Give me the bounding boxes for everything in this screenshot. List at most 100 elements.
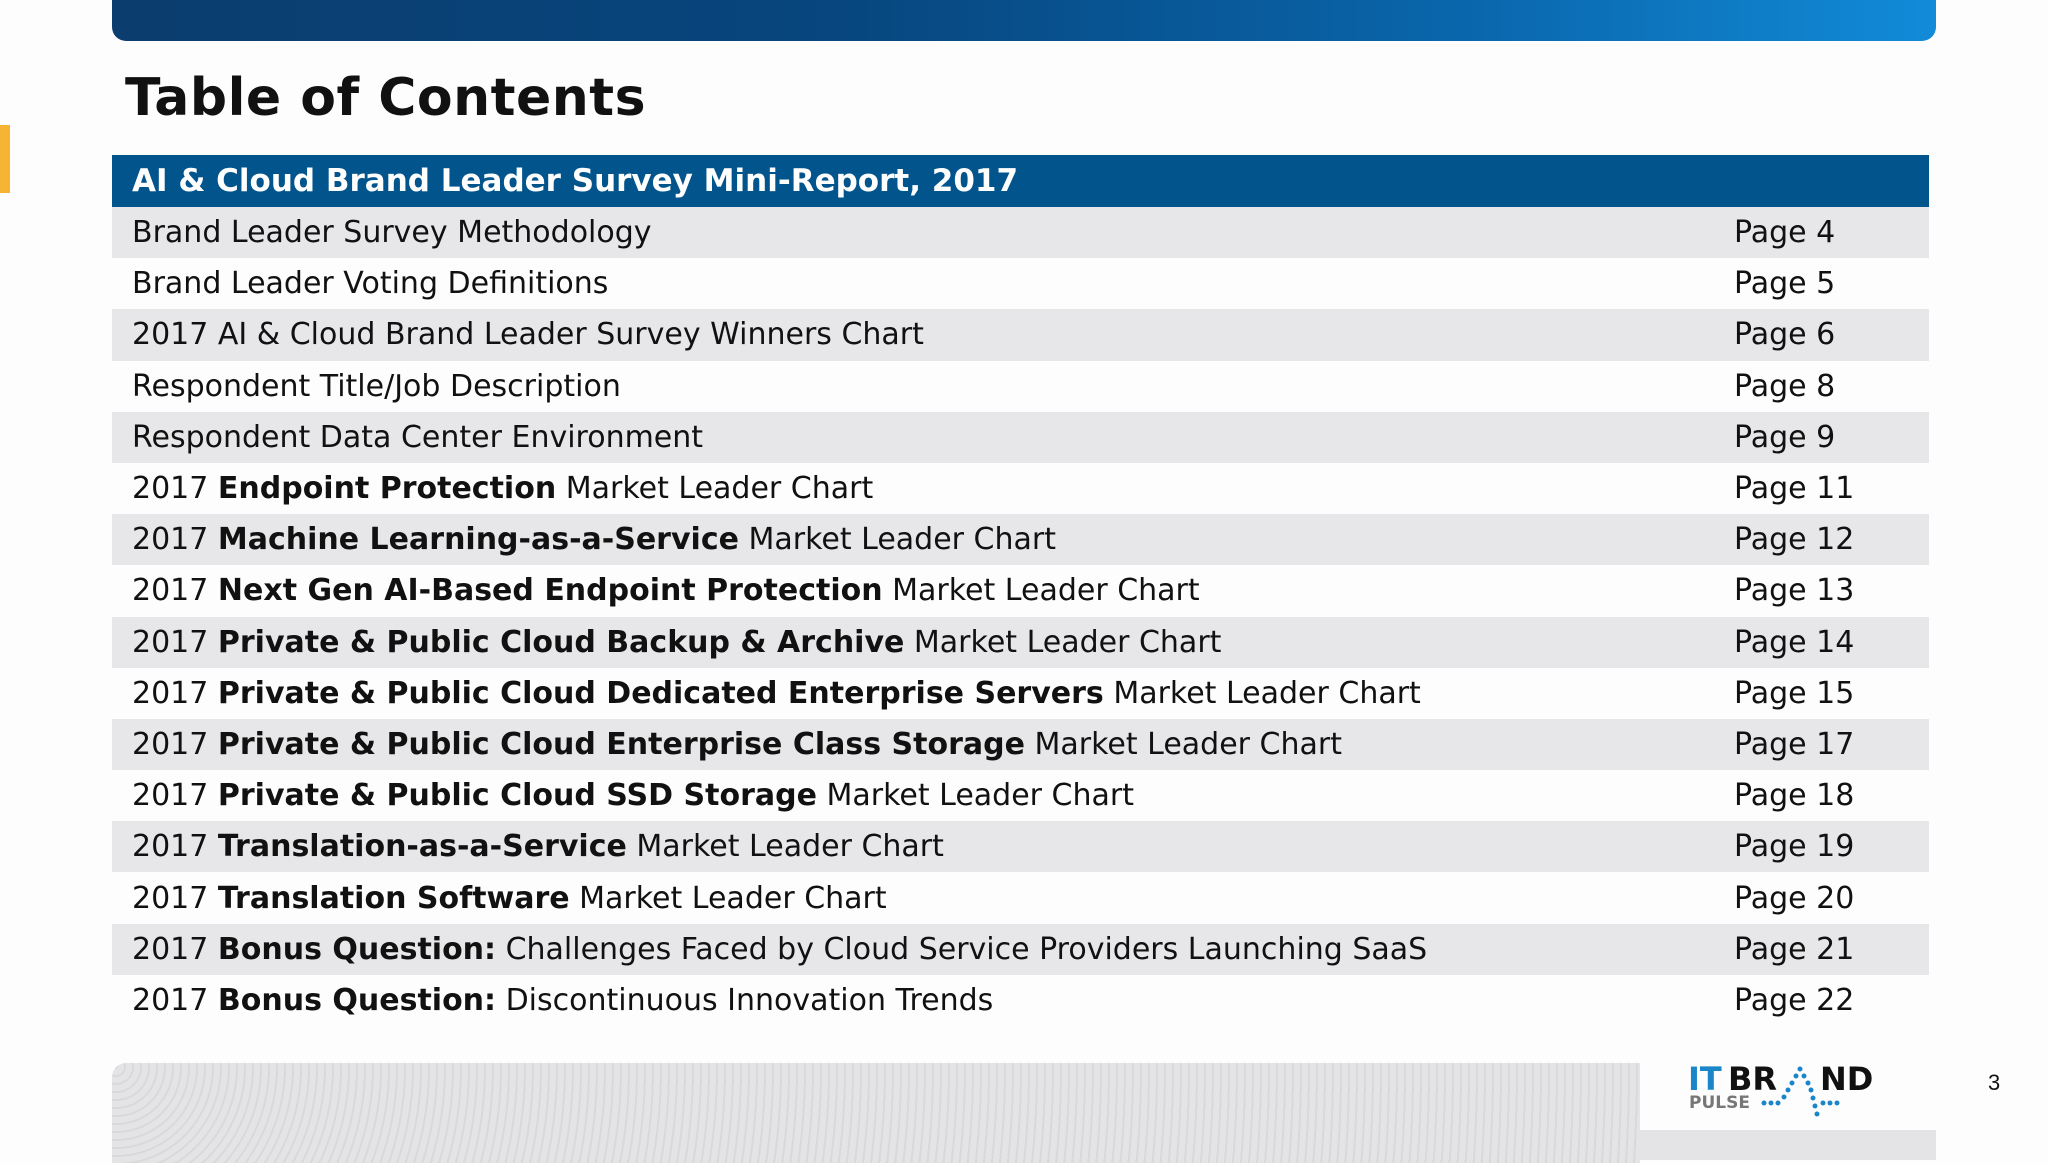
toc-page-ref: Page 21 (1734, 931, 1855, 967)
toc-entry-bold: Private & Public Cloud SSD Storage (217, 778, 817, 814)
toc-page-ref: Page 19 (1734, 829, 1855, 865)
toc-entry-suffix: Market Leader Chart (904, 624, 1222, 660)
toc-entry-title: 2017 Private & Public Cloud Enterprise C… (132, 727, 1342, 762)
toc-entry-title: 2017 AI & Cloud Brand Leader Survey Winn… (132, 317, 924, 352)
toc-row[interactable]: 2017 Private & Public Cloud Enterprise C… (112, 718, 1929, 771)
toc-entry-prefix: 2017 (132, 624, 218, 660)
toc-page-ref: Page 11 (1734, 471, 1855, 507)
page-title: Table of Contents (125, 68, 647, 128)
toc-entry-prefix: Brand Leader Voting Definitions (132, 266, 609, 302)
toc-entry-bold: Machine Learning-as-a-Service (217, 522, 739, 558)
toc-entry-prefix: 2017 (132, 778, 218, 814)
accent-tab (0, 125, 10, 193)
toc-row[interactable]: 2017 Translation-as-a-Service Market Lea… (112, 821, 1929, 873)
toc-entry-title: Respondent Title/Job Description (132, 369, 621, 404)
toc-row[interactable]: 2017 Next Gen AI-Based Endpoint Protecti… (112, 565, 1929, 617)
toc-row[interactable]: 2017 Private & Public Cloud SSD Storage … (112, 770, 1929, 822)
svg-text:PULSE: PULSE (1689, 1093, 1750, 1113)
toc-page-ref: Page 18 (1734, 778, 1855, 814)
toc-entry-prefix: 2017 (132, 726, 218, 762)
toc-entry-prefix: 2017 (132, 829, 218, 865)
toc-entry-suffix: Discontinuous Innovation Trends (496, 982, 994, 1018)
toc-entry-prefix: 2017 (132, 982, 218, 1018)
toc-entry-suffix: Market Leader Chart (569, 880, 887, 916)
toc-page-ref: Page 13 (1734, 573, 1855, 609)
toc-entry-title: 2017 Next Gen AI-Based Endpoint Protecti… (132, 573, 1200, 608)
toc-entry-suffix: Market Leader Chart (1103, 675, 1421, 711)
toc-row[interactable]: Brand Leader Voting Definitions Page 5 (112, 258, 1929, 310)
toc-page-ref: Page 5 (1734, 266, 1836, 302)
toc-page-ref: Page 20 (1734, 880, 1855, 916)
toc-row[interactable]: 2017 Bonus Question: Challenges Faced by… (112, 923, 1929, 975)
toc-page-ref: Page 6 (1734, 317, 1836, 353)
toc-entry-title: 2017 Private & Public Cloud SSD Storage … (132, 778, 1134, 813)
toc-entry-title: 2017 Translation-as-a-Service Market Lea… (132, 829, 944, 864)
itbrandpulse-logo: IT BR ND PULSE (1688, 1060, 1873, 1117)
svg-text:IT: IT (1688, 1060, 1722, 1098)
toc-entry-suffix: Market Leader Chart (1024, 726, 1342, 762)
toc-page-ref: Page 17 (1734, 726, 1855, 762)
toc-entry-suffix: Market Leader Chart (626, 829, 944, 865)
toc-entry-prefix: 2017 (132, 880, 218, 916)
toc-row[interactable]: 2017 AI & Cloud Brand Leader Survey Winn… (112, 309, 1929, 361)
toc-page-ref: Page 9 (1734, 419, 1836, 455)
toc-entry-bold: Bonus Question: (217, 931, 497, 967)
toc-entry-title: 2017 Machine Learning-as-a-Service Marke… (132, 522, 1056, 557)
toc-entry-bold: Translation Software (217, 880, 570, 916)
table-of-contents: AI & Cloud Brand Leader Survey Mini-Repo… (112, 155, 1929, 1026)
toc-entry-prefix: 2017 (132, 522, 218, 558)
toc-row[interactable]: Brand Leader Survey Methodology Page 4 (112, 207, 1929, 259)
toc-page-ref: Page 15 (1734, 675, 1855, 711)
section-header: AI & Cloud Brand Leader Survey Mini-Repo… (112, 155, 1929, 207)
toc-rows: Brand Leader Survey Methodology Page 4 Bra… (112, 207, 1929, 1026)
svg-text:ND: ND (1820, 1060, 1873, 1098)
toc-entry-title: 2017 Private & Public Cloud Dedicated En… (132, 676, 1421, 711)
toc-entry-title: 2017 Bonus Question: Discontinuous Innov… (132, 983, 993, 1018)
toc-entry-bold: Next Gen AI-Based Endpoint Protection (217, 573, 883, 609)
toc-entry-title: 2017 Endpoint Protection Market Leader C… (132, 471, 873, 506)
toc-page-ref: Page 4 (1734, 215, 1836, 251)
toc-row[interactable]: 2017 Bonus Question: Discontinuous Innov… (112, 974, 1929, 1026)
toc-entry-suffix: Market Leader Chart (738, 522, 1056, 558)
toc-page-ref: Page 22 (1734, 982, 1855, 1018)
toc-entry-prefix: Brand Leader Survey Methodology (132, 215, 652, 251)
toc-entry-bold: Endpoint Protection (217, 471, 557, 507)
toc-row[interactable]: Respondent Data Center Environment Page 9 (112, 411, 1929, 463)
toc-entry-title: 2017 Private & Public Cloud Backup & Arc… (132, 625, 1221, 660)
toc-row[interactable]: Respondent Title/Job Description Page 8 (112, 360, 1929, 412)
svg-text:BR: BR (1728, 1060, 1777, 1098)
toc-entry-prefix: 2017 (132, 931, 218, 967)
toc-entry-bold: Translation-as-a-Service (217, 829, 627, 865)
toc-entry-bold: Bonus Question: (217, 982, 497, 1018)
footer-band (112, 1063, 1640, 1163)
toc-entry-title: Brand Leader Voting Definitions (132, 266, 608, 301)
toc-row[interactable]: 2017 Private & Public Cloud Dedicated En… (112, 667, 1929, 719)
toc-entry-suffix: Challenges Faced by Cloud Service Provid… (496, 931, 1428, 967)
toc-entry-prefix: Respondent Data Center Environment (132, 419, 704, 455)
toc-entry-prefix: 2017 (132, 675, 218, 711)
toc-row[interactable]: 2017 Translation Software Market Leader … (112, 872, 1929, 924)
toc-entry-title: 2017 Translation Software Market Leader … (132, 881, 887, 916)
toc-entry-suffix: Market Leader Chart (816, 778, 1134, 814)
toc-entry-suffix: Market Leader Chart (882, 573, 1200, 609)
toc-entry-title: Brand Leader Survey Methodology (132, 215, 652, 250)
footer-band-lower (1640, 1130, 1936, 1160)
toc-entry-prefix: 2017 (132, 573, 218, 609)
toc-entry-prefix: 2017 AI & Cloud Brand Leader Survey Winn… (132, 317, 924, 353)
toc-page-ref: Page 14 (1734, 624, 1855, 660)
toc-entry-bold: Private & Public Cloud Enterprise Class … (217, 726, 1025, 762)
top-banner (112, 0, 1936, 41)
toc-entry-bold: Private & Public Cloud Dedicated Enterpr… (217, 675, 1104, 711)
page-number: 3 (1988, 1070, 2001, 1095)
toc-row[interactable]: 2017 Machine Learning-as-a-Service Marke… (112, 514, 1929, 566)
toc-entry-title: Respondent Data Center Environment (132, 420, 703, 455)
toc-page-ref: Page 8 (1734, 368, 1836, 404)
toc-entry-prefix: 2017 (132, 471, 218, 507)
toc-entry-prefix: Respondent Title/Job Description (132, 368, 621, 404)
toc-entry-suffix: Market Leader Chart (556, 471, 874, 507)
toc-page-ref: Page 12 (1734, 522, 1855, 558)
toc-row[interactable]: 2017 Endpoint Protection Market Leader C… (112, 462, 1929, 515)
toc-row[interactable]: 2017 Private & Public Cloud Backup & Arc… (112, 616, 1929, 668)
toc-entry-title: 2017 Bonus Question: Challenges Faced by… (132, 932, 1427, 967)
toc-entry-bold: Private & Public Cloud Backup & Archive (217, 624, 905, 660)
